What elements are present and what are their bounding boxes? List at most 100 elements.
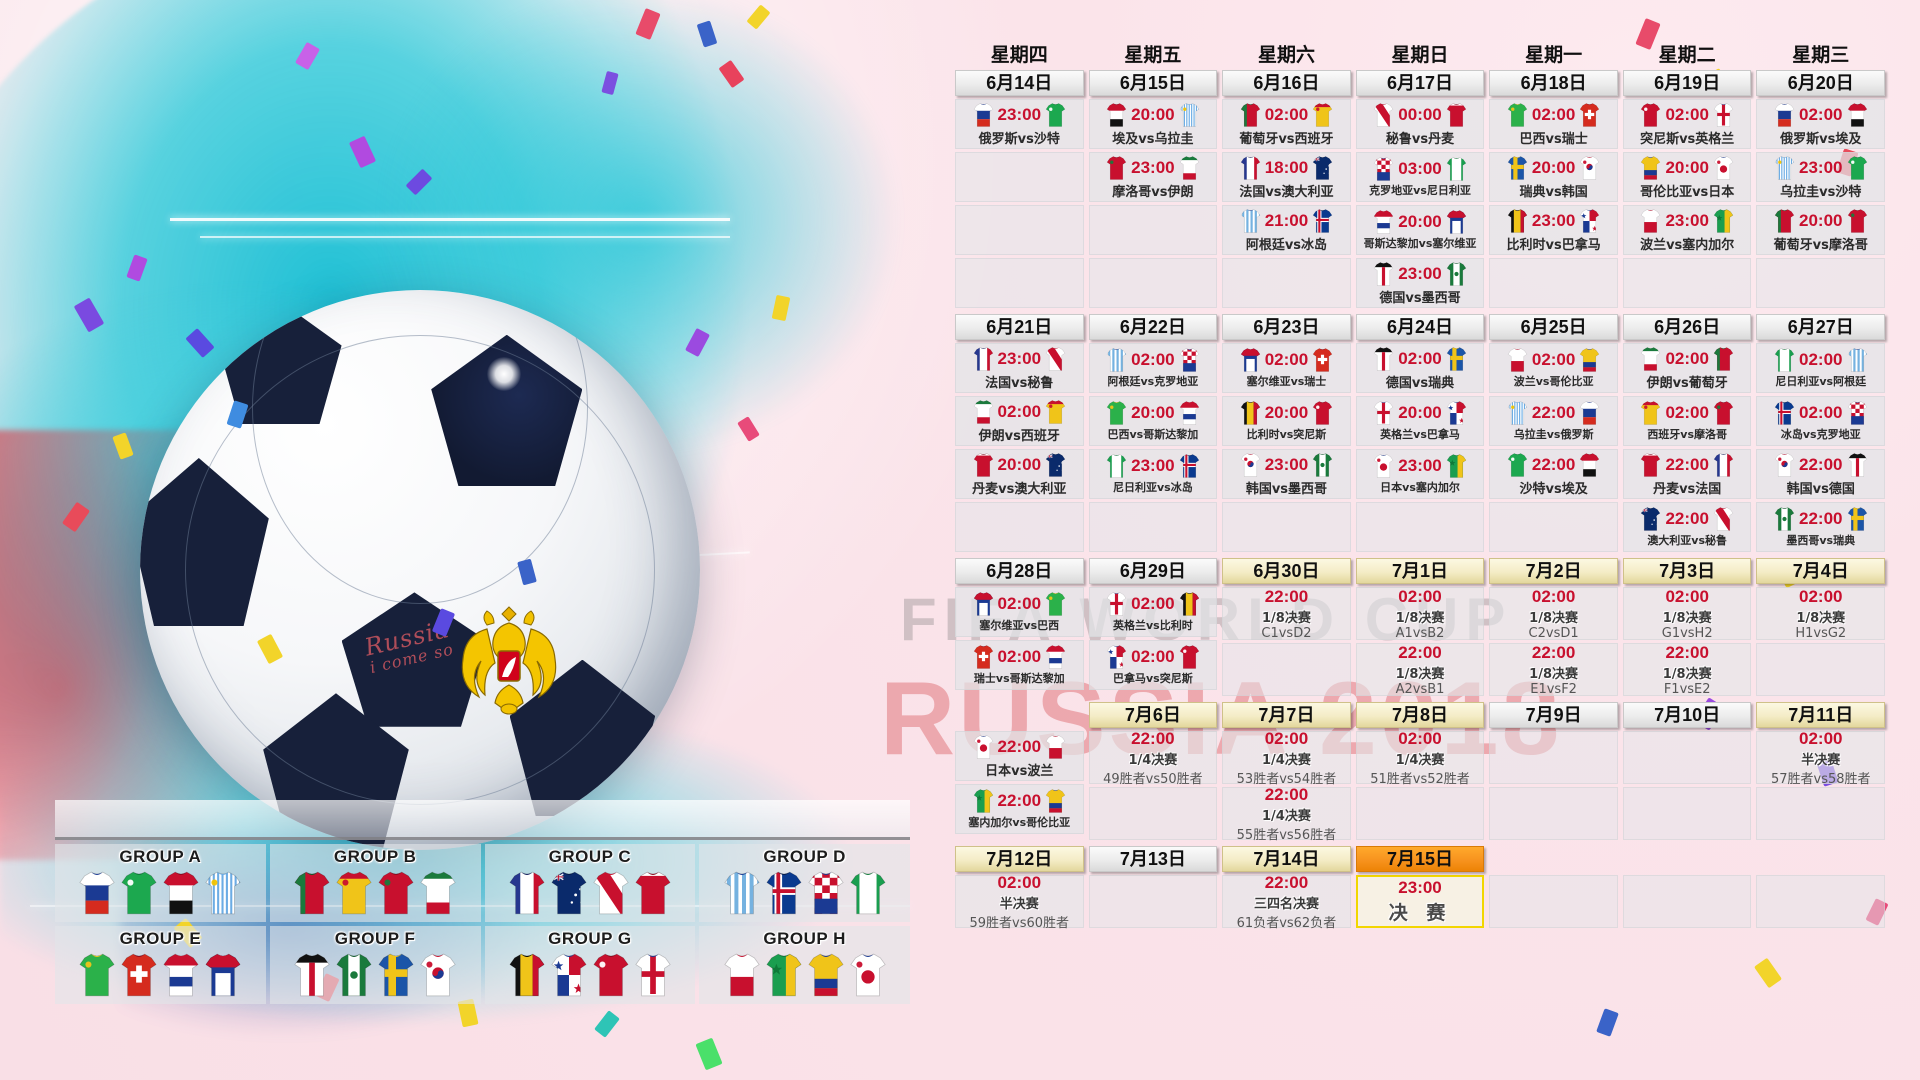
knockout-match-card[interactable]: 22:00 1/4决赛 49胜者vs50胜者 <box>1088 729 1218 787</box>
match-card[interactable]: 02:00 波兰vs哥伦比亚 <box>1489 343 1618 393</box>
date-cell[interactable]: 6月18日 <box>1489 70 1618 96</box>
knockout-match-card[interactable]: 02:00 1/8决赛 C2vsD1 <box>1489 587 1618 641</box>
match-card[interactable]: 20:00 英格兰vs巴拿马 <box>1355 396 1485 446</box>
match-card[interactable]: 02:00 英格兰vs比利时 <box>1088 587 1218 637</box>
knockout-match-card[interactable]: 22:00 1/8决赛 C1vsD2 <box>1222 587 1351 641</box>
date-cell[interactable]: 6月21日 <box>955 314 1084 340</box>
group-box-c[interactable]: GROUP C <box>484 844 696 922</box>
match-card[interactable]: 02:00 塞尔维亚vs巴西 <box>955 587 1084 637</box>
date-cell[interactable]: 6月23日 <box>1222 314 1351 340</box>
group-box-d[interactable]: GROUP D <box>699 844 910 922</box>
date-cell[interactable]: 6月25日 <box>1489 314 1618 340</box>
match-card[interactable]: 22:00 沙特vs埃及 <box>1489 449 1618 499</box>
match-card[interactable]: 02:00 瑞士vs哥斯达黎加 <box>955 640 1084 690</box>
group-box-a[interactable]: GROUP A <box>55 844 266 922</box>
match-card[interactable]: 22:00 墨西哥vs瑞典 <box>1756 502 1886 552</box>
match-card[interactable]: 02:00 阿根廷vs克罗地亚 <box>1088 343 1218 393</box>
date-cell[interactable]: 6月29日 <box>1088 558 1218 584</box>
match-card[interactable]: 20:00 葡萄牙vs摩洛哥 <box>1756 205 1886 255</box>
match-card[interactable]: 20:00 巴西vs哥斯达黎加 <box>1088 396 1218 446</box>
match-card[interactable]: 22:00 澳大利亚vs秘鲁 <box>1622 502 1752 552</box>
date-cell[interactable]: 7月13日 <box>1088 846 1218 872</box>
match-card[interactable]: 20:00 哥伦比亚vs日本 <box>1622 152 1752 202</box>
date-cell[interactable]: 6月17日 <box>1355 70 1485 96</box>
group-box-f[interactable]: GROUP F <box>269 926 481 1004</box>
date-cell[interactable]: 6月16日 <box>1222 70 1351 96</box>
date-cell[interactable]: 6月26日 <box>1622 314 1752 340</box>
date-cell[interactable]: 7月6日 <box>1088 702 1218 728</box>
match-card[interactable]: 02:00 伊朗vs葡萄牙 <box>1622 343 1752 393</box>
knockout-match-card[interactable]: 22:00 1/8决赛 E1vsF2 <box>1489 643 1618 697</box>
knockout-match-card[interactable]: 02:00 半决赛 57胜者vs58胜者 <box>1756 729 1886 787</box>
match-card[interactable]: 02:00 西班牙vs摩洛哥 <box>1622 396 1752 446</box>
match-card[interactable]: 22:00 日本vs波兰 <box>955 731 1084 781</box>
group-box-g[interactable]: GROUP G <box>484 926 696 1004</box>
group-box-e[interactable]: GROUP E <box>55 926 266 1004</box>
match-card[interactable]: 22:00 丹麦vs法国 <box>1622 449 1752 499</box>
knockout-match-card[interactable]: 22:00 1/8决赛 F1vsE2 <box>1622 643 1752 697</box>
match-card[interactable]: 23:00 波兰vs塞内加尔 <box>1622 205 1752 255</box>
match-card[interactable]: 20:00 瑞典vs韩国 <box>1489 152 1618 202</box>
match-card[interactable]: 02:00 葡萄牙vs西班牙 <box>1222 99 1351 149</box>
match-card[interactable]: 02:00 塞尔维亚vs瑞士 <box>1222 343 1351 393</box>
knockout-match-card[interactable]: 02:00 1/4决赛 53胜者vs54胜者 <box>1222 729 1351 787</box>
match-card[interactable]: 02:00 冰岛vs克罗地亚 <box>1756 396 1886 446</box>
match-card[interactable]: 02:00 尼日利亚vs阿根廷 <box>1756 343 1886 393</box>
group-box-h[interactable]: GROUP H <box>699 926 910 1004</box>
date-cell[interactable]: 6月30日 <box>1222 558 1351 584</box>
match-card[interactable]: 20:00 哥斯达黎加vs塞尔维亚 <box>1355 205 1485 255</box>
date-cell[interactable]: 7月8日 <box>1355 702 1485 728</box>
date-cell[interactable]: 7月4日 <box>1756 558 1886 584</box>
match-card[interactable]: 23:00 德国vs墨西哥 <box>1355 258 1485 308</box>
match-card[interactable]: 02:00 巴拿马vs突尼斯 <box>1088 640 1218 690</box>
date-cell[interactable]: 7月15日 <box>1355 846 1485 872</box>
match-card[interactable]: 23:00 俄罗斯vs沙特 <box>955 99 1084 149</box>
match-card[interactable]: 23:00 比利时vs巴拿马 <box>1489 205 1618 255</box>
date-cell[interactable]: 7月14日 <box>1222 846 1351 872</box>
date-cell[interactable]: 7月3日 <box>1622 558 1752 584</box>
match-card[interactable]: 20:00 丹麦vs澳大利亚 <box>955 449 1084 499</box>
match-card[interactable]: 23:00 韩国vs墨西哥 <box>1222 449 1351 499</box>
date-cell[interactable]: 6月15日 <box>1088 70 1218 96</box>
match-card[interactable]: 02:00 巴西vs瑞士 <box>1489 99 1618 149</box>
date-cell[interactable]: 7月2日 <box>1489 558 1618 584</box>
match-card[interactable]: 02:00 突尼斯vs英格兰 <box>1622 99 1752 149</box>
knockout-match-card[interactable]: 22:00 三四名决赛 61负者vs62负者 <box>1222 873 1351 931</box>
match-card[interactable]: 23:00 乌拉圭vs沙特 <box>1756 152 1886 202</box>
match-card[interactable]: 03:00 克罗地亚vs尼日利亚 <box>1355 152 1485 202</box>
date-cell[interactable]: 6月27日 <box>1756 314 1886 340</box>
knockout-match-card[interactable]: 02:00 1/4决赛 51胜者vs52胜者 <box>1355 729 1485 787</box>
date-cell[interactable]: 7月1日 <box>1355 558 1485 584</box>
match-card[interactable]: 23:00 摩洛哥vs伊朗 <box>1088 152 1218 202</box>
match-card[interactable]: 23:00 尼日利亚vs冰岛 <box>1088 449 1218 499</box>
match-card[interactable]: 21:00 阿根廷vs冰岛 <box>1222 205 1351 255</box>
group-box-b[interactable]: GROUP B <box>269 844 481 922</box>
date-cell[interactable]: 6月28日 <box>955 558 1084 584</box>
match-card[interactable]: 22:00 乌拉圭vs俄罗斯 <box>1489 396 1618 446</box>
knockout-match-card[interactable]: 02:00 1/8决赛 H1vsG2 <box>1756 587 1886 641</box>
date-cell[interactable]: 6月24日 <box>1355 314 1485 340</box>
date-cell[interactable]: 6月22日 <box>1088 314 1218 340</box>
date-cell[interactable]: 6月19日 <box>1622 70 1752 96</box>
date-cell[interactable]: 6月14日 <box>955 70 1084 96</box>
date-cell[interactable]: 7月9日 <box>1489 702 1618 728</box>
match-card[interactable]: 02:00 德国vs瑞典 <box>1355 343 1485 393</box>
match-card[interactable]: 22:00 塞内加尔vs哥伦比亚 <box>955 784 1084 834</box>
match-card[interactable]: 20:00 比利时vs突尼斯 <box>1222 396 1351 446</box>
date-cell[interactable]: 6月20日 <box>1756 70 1886 96</box>
knockout-match-card[interactable]: 22:00 1/8决赛 A2vsB1 <box>1355 643 1485 697</box>
match-card[interactable]: 23:00 日本vs塞内加尔 <box>1355 449 1485 499</box>
match-card[interactable]: 20:00 埃及vs乌拉圭 <box>1088 99 1218 149</box>
date-cell[interactable]: 7月10日 <box>1622 702 1752 728</box>
knockout-match-card[interactable]: 02:00 1/8决赛 G1vsH2 <box>1622 587 1752 641</box>
match-card[interactable]: 02:00 俄罗斯vs埃及 <box>1756 99 1886 149</box>
match-card[interactable]: 18:00 法国vs澳大利亚 <box>1222 152 1351 202</box>
match-card[interactable]: 23:00 法国vs秘鲁 <box>955 343 1084 393</box>
final-match-card[interactable]: 23:00 决 赛 <box>1355 875 1485 928</box>
date-cell[interactable]: 7月12日 <box>955 846 1084 872</box>
knockout-match-card[interactable]: 02:00 1/8决赛 A1vsB2 <box>1355 587 1485 641</box>
match-card[interactable]: 22:00 韩国vs德国 <box>1756 449 1886 499</box>
knockout-match-card[interactable]: 02:00 半决赛 59胜者vs60胜者 <box>955 873 1084 931</box>
date-cell[interactable]: 7月7日 <box>1222 702 1351 728</box>
date-cell[interactable]: 7月11日 <box>1756 702 1886 728</box>
